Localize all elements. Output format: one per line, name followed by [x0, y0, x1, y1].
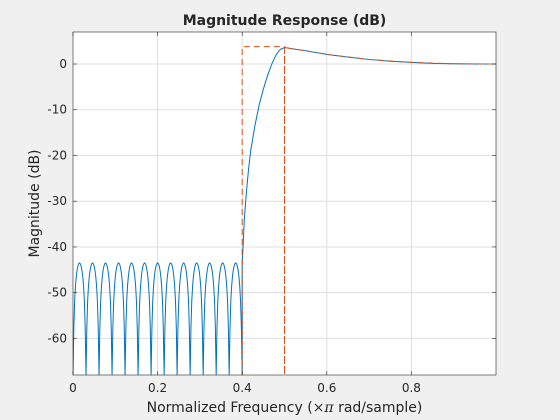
axis-ticks: 0 0.2 0.4 0.6 0.8 0 -10 -20 -30 -40 -50 -60 [47, 32, 496, 395]
y-tick-label: -40 [47, 240, 67, 254]
y-tick-label: -20 [47, 148, 67, 162]
x-tick-label: 0.8 [402, 381, 421, 395]
x-axis-label-suffix: rad/sample) [334, 400, 423, 416]
y-axis-label: Magnitude (dB) [27, 149, 43, 257]
chart-title: Magnitude Response (dB) [183, 13, 387, 29]
x-tick-label: 0 [69, 381, 77, 395]
y-tick-label: -30 [47, 194, 67, 208]
axes-box [72, 31, 497, 376]
magnitude-response-line [73, 47, 496, 375]
x-axis-label-prefix: Normalized Frequency ( [147, 400, 313, 416]
x-axis-label: Normalized Frequency (×π rad/sample) [147, 400, 423, 416]
x-axis-label-symbol: ×π [313, 400, 335, 416]
y-tick-label: -50 [47, 286, 67, 300]
y-tick-label: -10 [47, 103, 67, 117]
x-tick-label: 0.6 [317, 381, 336, 395]
x-tick-label: 0.4 [233, 381, 252, 395]
y-tick-label: -60 [47, 331, 67, 345]
x-tick-label: 0.2 [148, 381, 167, 395]
y-tick-label: 0 [59, 57, 67, 71]
